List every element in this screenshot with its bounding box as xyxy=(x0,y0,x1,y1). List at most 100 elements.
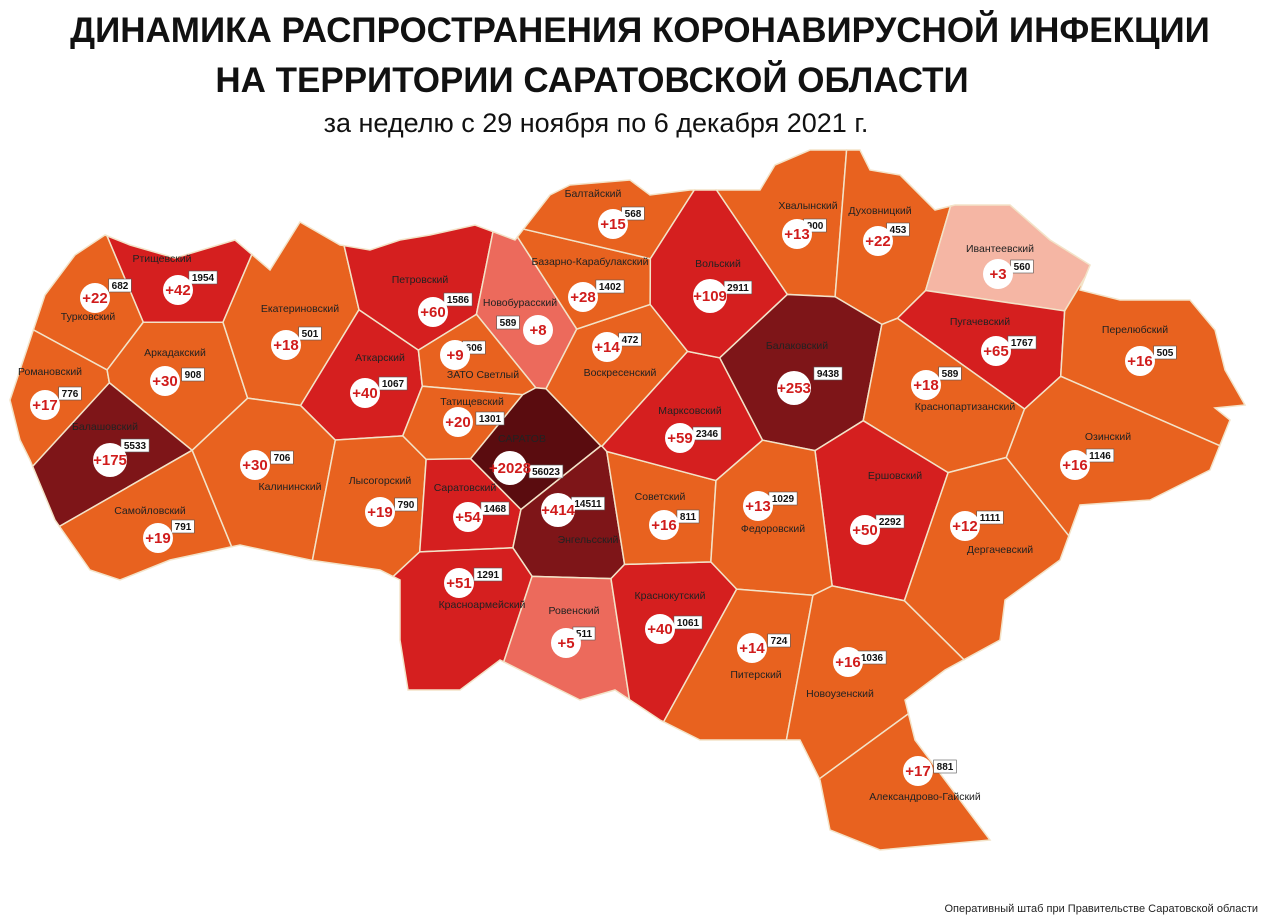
increase-badge xyxy=(1125,346,1155,376)
district-total: 811 xyxy=(680,512,697,523)
district-total: 1767 xyxy=(1011,338,1034,349)
district-name: Ершовский xyxy=(868,470,922,482)
district-name: Татищевский xyxy=(440,396,504,408)
increase-badge xyxy=(903,756,933,786)
increase-badge xyxy=(833,647,863,677)
district-increase: +42 xyxy=(165,282,190,299)
district-increase: +18 xyxy=(273,337,298,354)
increase-badge xyxy=(850,515,880,545)
district-name: Дергачевский xyxy=(967,544,1033,556)
district-increase: +3 xyxy=(989,266,1006,283)
district-total: 2292 xyxy=(879,517,902,528)
district-area xyxy=(343,224,494,351)
district-increase: +50 xyxy=(852,522,877,539)
district-total: 790 xyxy=(398,500,415,511)
district-increase: +16 xyxy=(1062,457,1087,474)
district-total: 881 xyxy=(937,762,954,773)
title: НА ТЕРРИТОРИИ САРАТОВСКОЙ ОБЛАСТИ xyxy=(215,60,968,100)
increase-badge xyxy=(863,226,893,256)
district-name: Самойловский xyxy=(114,505,186,517)
district-name: Краснокутский xyxy=(635,590,706,602)
total-box xyxy=(58,386,82,401)
district-name: Питерский xyxy=(730,669,781,681)
district-increase: +19 xyxy=(145,530,170,547)
district-increase: +17 xyxy=(905,763,930,780)
increase-badge xyxy=(551,628,581,658)
total-box xyxy=(938,366,962,381)
district-name: Хвалынский xyxy=(778,200,837,212)
district-total: 791 xyxy=(175,522,192,533)
increase-badge xyxy=(444,568,474,598)
increase-badge xyxy=(981,336,1011,366)
district-name: Балашовский xyxy=(72,421,138,433)
district-increase: +28 xyxy=(570,289,595,306)
district-name: Марксовский xyxy=(658,405,722,417)
increase-badge xyxy=(693,279,727,313)
increase-badge xyxy=(777,371,811,405)
district-total: 9438 xyxy=(817,369,840,380)
district-total: 14511 xyxy=(574,499,602,510)
district-name: Новоузенский xyxy=(806,688,874,700)
district-name: Ровенский xyxy=(548,605,599,617)
district-name: Екатериновский xyxy=(261,303,339,315)
district-total: 453 xyxy=(890,225,907,236)
district-increase: +14 xyxy=(739,640,765,657)
district-name: Турковский xyxy=(61,311,116,323)
district-name: Саратовский xyxy=(434,482,497,494)
increase-badge xyxy=(271,330,301,360)
increase-badge xyxy=(782,219,812,249)
district-name: Вольский xyxy=(695,258,741,270)
district-increase: +9 xyxy=(446,347,463,364)
increase-badge xyxy=(80,283,110,313)
regions xyxy=(9,149,1247,851)
district-total: 1301 xyxy=(479,414,502,425)
district-increase: +414 xyxy=(541,502,575,519)
district-total: 505 xyxy=(1157,348,1174,359)
district-name: Духовницкий xyxy=(848,205,911,217)
increase-badge xyxy=(911,370,941,400)
district-increase: +40 xyxy=(352,385,377,402)
total-box xyxy=(378,376,408,391)
district-total: 1291 xyxy=(477,570,500,581)
district-name: Ивантеевский xyxy=(966,243,1034,255)
increase-badge xyxy=(1060,450,1090,480)
district-increase: +60 xyxy=(420,304,445,321)
increase-badge xyxy=(983,259,1013,289)
district-total: 2911 xyxy=(727,283,749,294)
district-total: 706 xyxy=(274,453,291,464)
district-total: 501 xyxy=(302,329,319,340)
district-increase: +8 xyxy=(529,322,546,339)
district-increase: +15 xyxy=(600,216,625,233)
district-total: 776 xyxy=(62,389,79,400)
district-total: 472 xyxy=(622,335,639,346)
increase-badge xyxy=(568,282,598,312)
district-name: Балтайский xyxy=(565,188,622,200)
increase-badge xyxy=(598,209,628,239)
total-box xyxy=(188,270,218,285)
district-total: 606 xyxy=(466,343,483,354)
district-total: 1146 xyxy=(1089,451,1111,462)
district-total: 1036 xyxy=(861,653,884,664)
district-name: Пугачевский xyxy=(950,316,1010,328)
increase-badge xyxy=(649,510,679,540)
total-box xyxy=(443,292,473,307)
total-box xyxy=(480,501,510,516)
district-total: 56023 xyxy=(532,467,560,478)
district-total: 1061 xyxy=(677,618,700,629)
district-increase: +22 xyxy=(865,233,890,250)
district-total: 1111 xyxy=(980,513,1001,524)
total-box xyxy=(120,438,150,453)
district-increase: +2028 xyxy=(489,460,531,477)
district-total: 589 xyxy=(500,318,517,329)
district-name: Ртищевский xyxy=(132,253,191,265)
increase-badge xyxy=(443,407,473,437)
increase-badge xyxy=(665,423,695,453)
district-name: Воскресенский xyxy=(584,367,657,379)
district-increase: +20 xyxy=(445,414,470,431)
increase-badge xyxy=(143,523,173,553)
district-increase: +14 xyxy=(594,339,620,356)
district-increase: +65 xyxy=(983,343,1008,360)
district-name: САРАТОВ xyxy=(498,433,546,445)
